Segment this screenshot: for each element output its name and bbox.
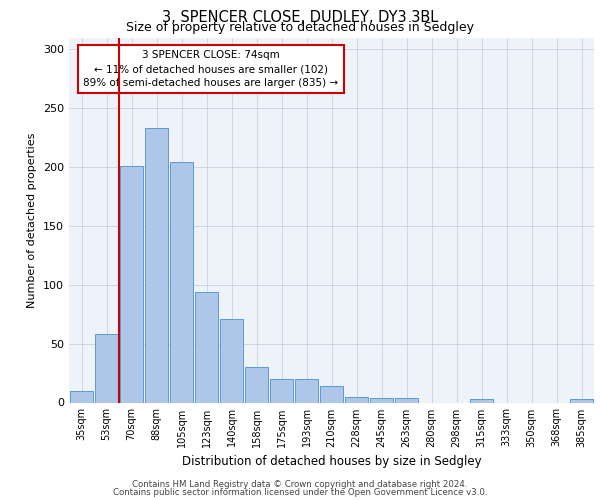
- Bar: [170, 162, 193, 402]
- Text: Contains public sector information licensed under the Open Government Licence v3: Contains public sector information licen…: [113, 488, 487, 497]
- Bar: [470, 399, 493, 402]
- Text: Contains HM Land Registry data © Crown copyright and database right 2024.: Contains HM Land Registry data © Crown c…: [132, 480, 468, 489]
- Bar: [145, 128, 168, 402]
- Text: 3, SPENCER CLOSE, DUDLEY, DY3 3BL: 3, SPENCER CLOSE, DUDLEY, DY3 3BL: [162, 10, 438, 25]
- Bar: [345, 396, 368, 402]
- Y-axis label: Number of detached properties: Number of detached properties: [28, 132, 37, 308]
- Text: 3 SPENCER CLOSE: 74sqm
← 11% of detached houses are smaller (102)
89% of semi-de: 3 SPENCER CLOSE: 74sqm ← 11% of detached…: [83, 50, 338, 88]
- Bar: [245, 367, 268, 402]
- Bar: [70, 390, 93, 402]
- Bar: [220, 319, 243, 402]
- X-axis label: Distribution of detached houses by size in Sedgley: Distribution of detached houses by size …: [182, 455, 481, 468]
- Bar: [270, 379, 293, 402]
- Text: Size of property relative to detached houses in Sedgley: Size of property relative to detached ho…: [126, 21, 474, 34]
- Bar: [95, 334, 118, 402]
- Bar: [570, 399, 593, 402]
- Bar: [320, 386, 343, 402]
- Bar: [370, 398, 393, 402]
- Bar: [195, 292, 218, 403]
- Bar: [120, 166, 143, 402]
- Bar: [395, 398, 418, 402]
- Bar: [295, 379, 318, 402]
